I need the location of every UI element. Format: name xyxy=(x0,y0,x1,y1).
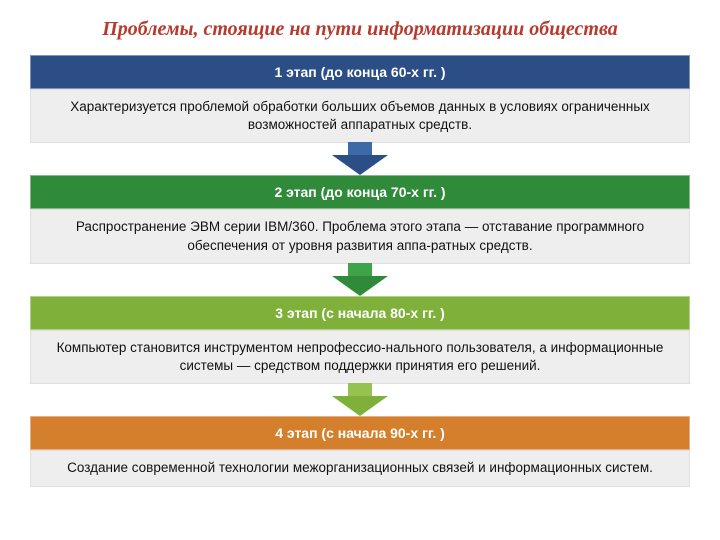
arrow-down-icon xyxy=(332,142,388,176)
stage-1-header: 1 этап (до конца 60-х гг. ) xyxy=(30,55,690,89)
stage-3: 3 этап (с начала 80-х гг. ) Компьютер ст… xyxy=(30,296,690,384)
stage-2: 2 этап (до конца 70-х гг. ) Распростране… xyxy=(30,175,690,263)
stage-1-body: Характеризуется проблемой обработки боль… xyxy=(30,89,690,143)
stage-2-header: 2 этап (до конца 70-х гг. ) xyxy=(30,175,690,209)
stage-1: 1 этап (до конца 60-х гг. ) Характеризуе… xyxy=(30,55,690,143)
arrow-down-icon xyxy=(332,383,388,417)
stage-4: 4 этап (с начала 90-х гг. ) Создание сов… xyxy=(30,416,690,486)
stage-3-body: Компьютер становится инструментом непроф… xyxy=(30,330,690,384)
page-title: Проблемы, стоящие на пути информатизации… xyxy=(30,18,690,41)
arrow-down-icon xyxy=(332,263,388,297)
arrow-3 xyxy=(30,383,690,417)
stage-4-body: Создание современной технологии межорган… xyxy=(30,450,690,486)
stage-2-body: Распространение ЭВМ серии IBM/360. Пробл… xyxy=(30,209,690,263)
stage-4-header: 4 этап (с начала 90-х гг. ) xyxy=(30,416,690,450)
stage-3-header: 3 этап (с начала 80-х гг. ) xyxy=(30,296,690,330)
arrow-2 xyxy=(30,263,690,297)
arrow-1 xyxy=(30,142,690,176)
